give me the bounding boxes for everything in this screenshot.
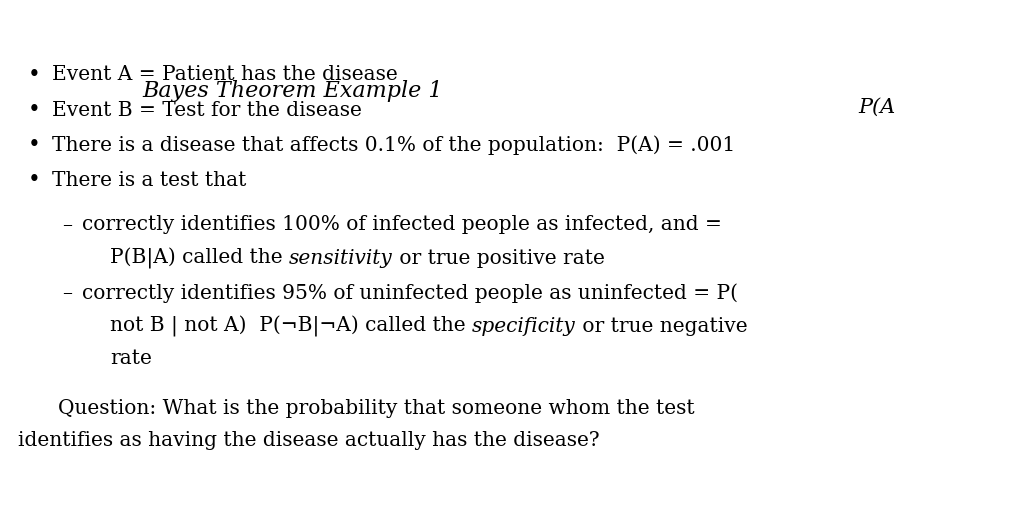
Text: P(A: P(A (858, 98, 895, 117)
Text: or true positive rate: or true positive rate (393, 249, 604, 268)
Text: There is a disease that affects 0.1% of the population:  P(A) = .001: There is a disease that affects 0.1% of … (52, 135, 735, 155)
Text: correctly identifies 100% of infected people as infected, and =: correctly identifies 100% of infected pe… (82, 216, 722, 235)
Text: or true negative: or true negative (575, 317, 748, 336)
Text: P(B|A) called the: P(B|A) called the (110, 247, 289, 269)
Text: •: • (28, 169, 41, 191)
Text: •: • (28, 99, 41, 121)
Text: correctly identifies 95% of uninfected people as uninfected = P(: correctly identifies 95% of uninfected p… (82, 283, 738, 303)
Text: rate: rate (110, 349, 152, 368)
Text: Bayes Theorem Example 1: Bayes Theorem Example 1 (142, 80, 442, 102)
Text: Event A = Patient has the disease: Event A = Patient has the disease (52, 65, 397, 84)
Text: identifies as having the disease actually has the disease?: identifies as having the disease actuall… (18, 432, 600, 451)
Text: There is a test that: There is a test that (52, 171, 247, 190)
Text: Event B = Test for the disease: Event B = Test for the disease (52, 101, 361, 120)
Text: not B | not A)  P(¬B|¬A) called the: not B | not A) P(¬B|¬A) called the (110, 316, 472, 337)
Text: specificity: specificity (472, 317, 575, 336)
Text: –: – (62, 284, 72, 302)
Text: sensitivity: sensitivity (289, 249, 393, 268)
Text: Question: What is the probability that someone whom the test: Question: What is the probability that s… (58, 398, 694, 417)
Text: •: • (28, 134, 41, 156)
Text: •: • (28, 64, 41, 86)
Text: –: – (62, 216, 72, 235)
